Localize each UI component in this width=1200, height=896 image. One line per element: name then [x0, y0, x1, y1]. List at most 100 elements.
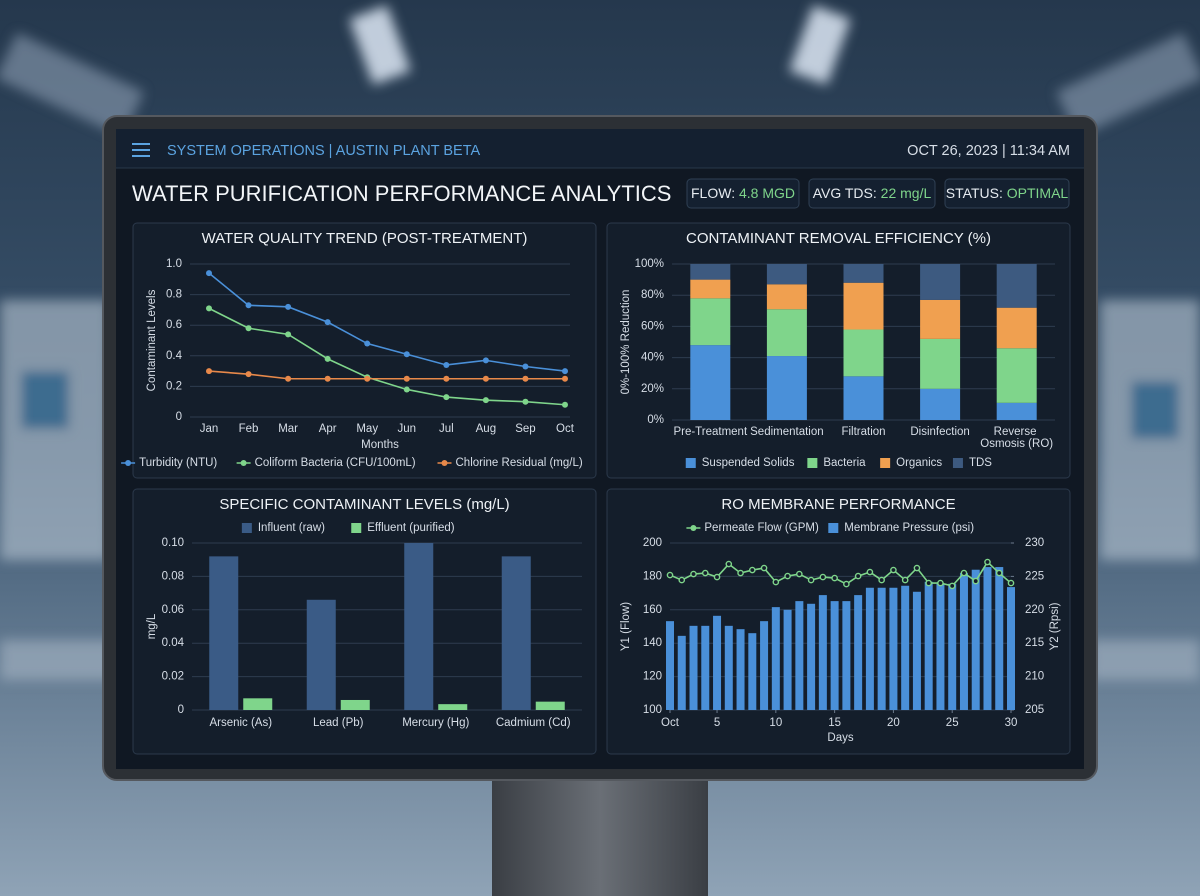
kpi-box	[808, 178, 936, 209]
point	[960, 569, 968, 577]
bar	[677, 635, 686, 710]
point	[666, 571, 674, 579]
point	[443, 361, 450, 368]
bar-segment	[843, 376, 884, 420]
bar-segment	[766, 309, 807, 357]
legend-label: Organics	[896, 457, 942, 469]
bar	[865, 587, 874, 710]
point	[482, 375, 489, 382]
point	[843, 580, 850, 588]
bar-segment	[996, 402, 1037, 420]
y-axis-label: 0%-100% Reduction	[620, 290, 632, 395]
bar-segment	[996, 307, 1037, 349]
legend-label: Influent (raw)	[258, 522, 325, 534]
bar-segment	[766, 356, 807, 420]
legend-label: Bacteria	[823, 457, 866, 469]
point	[482, 357, 489, 364]
bar-segment	[843, 329, 884, 377]
y-axis-label: Contaminant Levels	[146, 289, 158, 391]
bar	[924, 581, 933, 710]
point	[206, 270, 212, 277]
bar	[535, 701, 565, 710]
bar	[795, 601, 804, 710]
point	[403, 351, 410, 358]
y-tick-label: 0	[178, 704, 184, 716]
chart-title: RO MEMBRANE PERFORMANCE	[721, 496, 955, 513]
bar	[948, 583, 957, 710]
kpi-label: FLOW:	[691, 185, 735, 201]
x-tick-label: 5	[714, 717, 720, 729]
x-tick-label: Sep	[515, 423, 535, 435]
bar	[1007, 587, 1015, 710]
y2-tick-label: 225	[1025, 570, 1044, 582]
bar-segment	[690, 298, 731, 346]
bar-segment	[996, 264, 1037, 308]
bar	[760, 621, 769, 710]
x-tick-label: Apr	[319, 423, 337, 435]
y-tick-label: 100%	[635, 258, 664, 270]
y-tick-label: 0.4	[166, 350, 183, 362]
x-tick-label: Mercury (Hg)	[402, 717, 469, 729]
kpi-box	[686, 178, 800, 209]
bar	[736, 629, 745, 710]
point	[725, 560, 733, 568]
monitor-stand	[492, 776, 708, 896]
bar	[983, 567, 992, 710]
point	[972, 577, 980, 585]
legend-swatch	[241, 523, 252, 533]
y-tick-label: 0.06	[162, 604, 184, 616]
y-tick-label: 0.6	[166, 319, 182, 331]
bar	[689, 625, 698, 710]
panel	[132, 222, 597, 479]
point	[285, 331, 292, 338]
bar	[713, 615, 722, 710]
x-tick-label: Mar	[278, 423, 298, 435]
point	[522, 375, 529, 382]
point	[819, 573, 827, 581]
bar-segment	[996, 348, 1037, 403]
legend-label: Membrane Pressure (psi)	[844, 522, 974, 534]
bar	[666, 621, 674, 710]
y-tick-label: 1.0	[166, 258, 182, 270]
x-tick-label: Arsenic (As)	[209, 717, 272, 729]
x-tick-label: 25	[946, 717, 959, 729]
point	[206, 368, 212, 375]
kpi-value: OPTIMAL	[1007, 185, 1069, 201]
bar	[854, 595, 863, 710]
point	[937, 579, 944, 587]
kpi-box	[944, 178, 1070, 209]
bar-segment	[920, 388, 961, 420]
y-tick-label: 160	[643, 604, 662, 616]
x-tick-label: Pre-Treatment	[673, 426, 748, 438]
chart-title: SPECIFIC CONTAMINANT LEVELS (mg/L)	[219, 496, 509, 513]
kpi-label: AVG TDS:	[813, 185, 877, 201]
bar	[830, 601, 839, 710]
point	[854, 572, 862, 580]
x-tick-label: Jul	[439, 423, 454, 435]
point	[482, 397, 489, 404]
point	[713, 573, 721, 581]
legend-swatch	[240, 460, 247, 466]
bar	[901, 585, 910, 710]
y-tick-label: 0.02	[162, 671, 184, 683]
point	[984, 558, 991, 566]
kpi: FLOW: 4.8 MGD	[691, 185, 795, 201]
y-tick-label: 100	[643, 704, 662, 716]
point	[890, 566, 897, 574]
x-tick-label: Cadmium (Cd)	[496, 717, 571, 729]
legend-label: Turbidity (NTU)	[139, 457, 217, 469]
bar-segment	[690, 345, 731, 420]
point	[901, 576, 909, 584]
x-tick-label: Aug	[476, 423, 496, 435]
point	[206, 305, 212, 312]
y-tick-label: 0%	[647, 414, 664, 426]
menu-icon[interactable]	[132, 143, 150, 157]
point	[749, 566, 756, 574]
point	[562, 368, 568, 375]
y-tick-label: 40%	[641, 352, 664, 364]
y2-tick-label: 220	[1025, 604, 1044, 616]
bar	[306, 599, 336, 710]
nav-title: SYSTEM OPERATIONS | AUSTIN PLANT BETA	[167, 143, 480, 159]
x-tick-label: Oct	[661, 717, 680, 729]
point	[522, 363, 529, 370]
